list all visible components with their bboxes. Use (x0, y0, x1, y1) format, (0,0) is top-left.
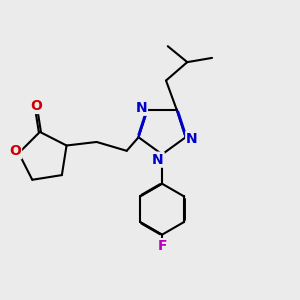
Text: F: F (157, 239, 167, 253)
Text: O: O (31, 99, 42, 113)
Text: N: N (186, 132, 198, 146)
Text: N: N (135, 101, 147, 115)
Text: O: O (9, 144, 21, 158)
Text: N: N (152, 153, 164, 167)
